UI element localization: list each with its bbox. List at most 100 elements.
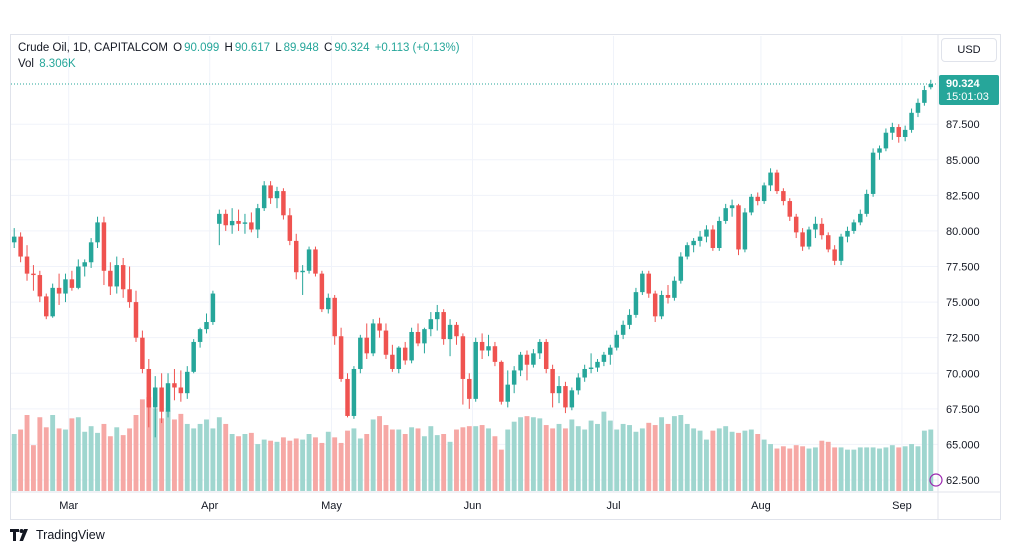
volume-bar xyxy=(165,410,171,491)
volume-bar xyxy=(614,429,620,491)
high-label: H xyxy=(224,42,233,54)
candle-body xyxy=(217,213,222,224)
volume-bar xyxy=(492,436,498,491)
candle-body xyxy=(108,270,113,287)
candle-body xyxy=(101,222,107,271)
y-tick-label: 85.000 xyxy=(946,155,980,167)
x-tick-label: Jul xyxy=(606,500,620,512)
volume-bar xyxy=(114,427,120,491)
volume-bar xyxy=(172,419,177,491)
candle-body xyxy=(845,230,850,237)
volume-bar xyxy=(473,426,479,491)
candle-body xyxy=(428,319,434,330)
volume-bar xyxy=(236,436,241,491)
volume-bar xyxy=(505,429,511,491)
volume-bar xyxy=(325,431,331,491)
candle-body xyxy=(364,337,369,354)
candle-body xyxy=(896,127,901,138)
volume-bar xyxy=(364,434,370,491)
volume-bar xyxy=(607,420,613,491)
volume-bar xyxy=(197,423,203,491)
candle-body xyxy=(197,329,203,342)
volume-bar xyxy=(300,439,306,491)
tradingview-brand[interactable]: TradingView xyxy=(10,528,105,542)
volume-bar xyxy=(293,438,299,491)
volume-bar xyxy=(652,425,658,491)
close-label: C xyxy=(324,42,333,54)
candle-body xyxy=(550,368,555,394)
volume-bar xyxy=(678,415,684,491)
volume-bar xyxy=(306,434,312,491)
volume-bar xyxy=(787,448,793,491)
volume-bar xyxy=(691,428,697,491)
candle-body xyxy=(537,341,543,354)
candle-body xyxy=(531,353,536,365)
volume-bar xyxy=(627,425,632,491)
candle-body xyxy=(319,273,325,310)
candle-body xyxy=(723,208,728,221)
y-tick-label: 87.500 xyxy=(946,119,980,131)
volume-bar xyxy=(466,426,472,491)
volume-bar xyxy=(204,419,209,491)
volume-bar xyxy=(620,423,626,491)
candle-body xyxy=(761,185,767,202)
candle-body xyxy=(556,386,562,394)
volume-bar xyxy=(210,428,216,491)
volume-label[interactable]: Vol xyxy=(18,58,34,70)
volume-bar xyxy=(56,428,62,491)
candle-body xyxy=(88,242,94,263)
candle-body xyxy=(614,334,619,348)
candle-body xyxy=(345,378,350,416)
volume-bar xyxy=(864,447,870,491)
candle-body xyxy=(768,172,773,186)
volume-bar xyxy=(511,421,517,491)
candle-body xyxy=(633,292,639,315)
candle-body xyxy=(69,279,75,288)
candle-body xyxy=(678,256,684,281)
volume-bar xyxy=(191,428,197,491)
volume-bar xyxy=(646,422,652,491)
volume-bar xyxy=(11,434,17,491)
volume-bar xyxy=(633,431,639,491)
volume-bar xyxy=(697,430,703,491)
y-tick-label: 82.500 xyxy=(946,190,980,202)
candle-body xyxy=(82,262,87,267)
x-tick-label: Mar xyxy=(59,500,78,512)
candle-body xyxy=(268,185,273,199)
candle-body xyxy=(56,287,62,294)
volume-bar xyxy=(50,415,56,491)
volume-bar xyxy=(812,447,818,491)
candle-body xyxy=(665,294,671,298)
y-tick-label: 72.500 xyxy=(946,333,980,345)
volume-bar xyxy=(723,426,729,491)
candle-body xyxy=(524,354,530,365)
volume-bar xyxy=(518,417,524,491)
candle-body xyxy=(287,215,293,241)
y-tick-label: 75.000 xyxy=(946,297,980,309)
candle-body xyxy=(499,361,504,402)
candle-body xyxy=(326,297,331,310)
candle-body xyxy=(729,205,735,209)
volume-bar xyxy=(498,449,504,491)
symbol-label[interactable]: Crude Oil, 1D, CAPITALCOM xyxy=(18,42,168,54)
volume-bar xyxy=(921,430,927,491)
candle-body xyxy=(223,213,228,226)
volume-bar xyxy=(909,444,915,491)
volume-bar xyxy=(761,439,767,491)
candle-body xyxy=(338,336,344,379)
volume-bar xyxy=(582,429,588,491)
y-tick-label: 65.000 xyxy=(946,439,980,451)
candle-body xyxy=(697,236,703,241)
volume-bar xyxy=(441,434,447,491)
currency-button[interactable]: USD xyxy=(941,38,997,62)
x-tick-label: Jun xyxy=(464,500,482,512)
candle-body xyxy=(274,191,280,199)
candle-body xyxy=(704,229,709,237)
volume-bar xyxy=(671,416,677,491)
candle-body xyxy=(447,324,453,340)
candle-body xyxy=(787,201,793,217)
candle-body xyxy=(152,387,158,408)
volume-value: 8.306K xyxy=(39,58,76,70)
volume-bar xyxy=(178,413,184,491)
